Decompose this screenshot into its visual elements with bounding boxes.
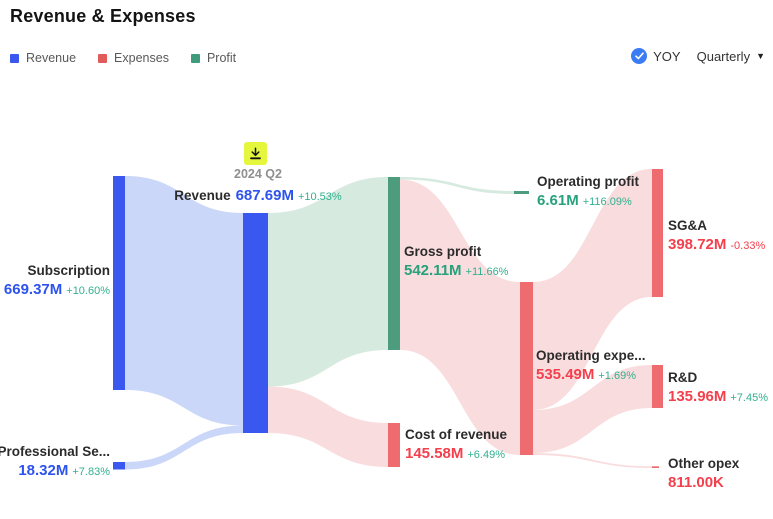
legend-label-expenses: Expenses: [114, 51, 169, 65]
legend-swatch-expenses: [98, 53, 108, 63]
flow-gross_profit-operating_profit[interactable]: [400, 177, 514, 194]
node-subscription[interactable]: [113, 176, 125, 390]
period-dropdown-value: Quarterly: [696, 48, 751, 64]
node-other_opex[interactable]: [652, 466, 659, 468]
node-revenue[interactable]: [243, 213, 268, 433]
node-sgna[interactable]: [652, 169, 663, 297]
download-button[interactable]: [244, 142, 267, 165]
flow-operating_expenses-rnd[interactable]: [533, 365, 652, 453]
node-gross_profit[interactable]: [388, 177, 400, 350]
download-icon: [250, 147, 261, 160]
flow-professional_services-revenue[interactable]: [125, 425, 243, 470]
node-rnd[interactable]: [652, 365, 663, 408]
node-operating_expenses[interactable]: [520, 282, 533, 455]
selected-period-label: 2024 Q2: [234, 167, 282, 181]
page-title: Revenue & Expenses: [10, 6, 196, 26]
chart-legend: Revenue Expenses Profit: [10, 51, 236, 65]
legend-swatch-revenue: [10, 53, 19, 63]
chevron-down-icon: ▼: [756, 50, 765, 61]
legend-item-revenue[interactable]: Revenue: [10, 51, 76, 65]
node-professional_services[interactable]: [113, 462, 125, 470]
flow-operating_expenses-other_opex[interactable]: [533, 453, 652, 468]
flow-revenue-gross_profit[interactable]: [268, 177, 388, 387]
legend-label-revenue: Revenue: [26, 51, 77, 65]
node-cost_of_revenue[interactable]: [388, 423, 400, 467]
node-operating_profit[interactable]: [514, 191, 529, 194]
flow-revenue-cost_of_revenue[interactable]: [268, 386, 388, 468]
legend-item-expenses[interactable]: Expenses: [98, 51, 169, 65]
flow-operating_expenses-sgna[interactable]: [533, 169, 652, 410]
flow-subscription-revenue[interactable]: [125, 176, 243, 426]
legend-item-profit[interactable]: Profit: [190, 51, 237, 65]
flow-gross_profit-operating_expenses[interactable]: [400, 179, 520, 456]
legend-label-profit: Profit: [206, 51, 237, 65]
period-dropdown[interactable]: Quarterly ▼: [697, 49, 765, 64]
legend-swatch-profit: [190, 53, 200, 63]
yoy-label: YOY: [653, 48, 681, 64]
yoy-toggle[interactable]: YOY: [631, 48, 681, 64]
checkbox-checked-icon: [631, 48, 648, 64]
chart-controls: YOY Quarterly ▼: [631, 48, 765, 64]
